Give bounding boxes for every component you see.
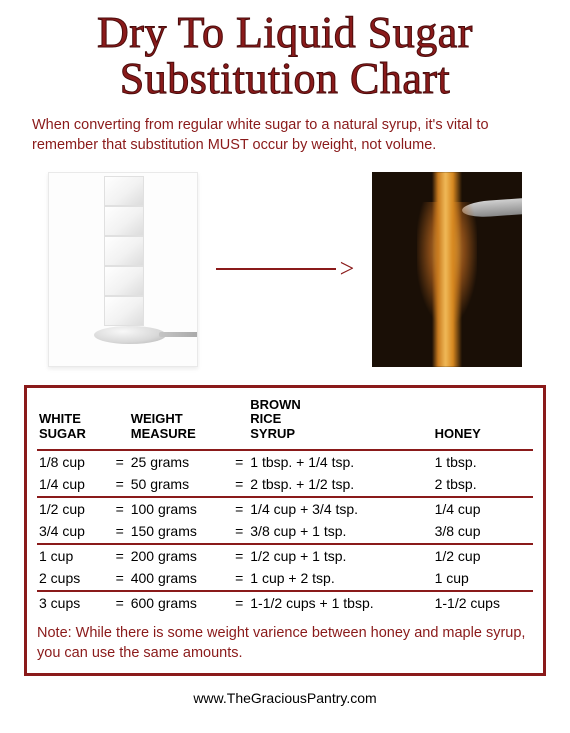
cell-white-sugar: 3/4 cup [37,520,111,542]
table-row: 1/2 cup=100 grams=1/4 cup + 3/4 tsp.1/4 … [37,497,533,520]
cell-brs: 1/4 cup + 3/4 tsp. [248,497,432,520]
cell-brs: 1/2 cup + 1 tsp. [248,544,432,567]
equals-sign: = [230,591,248,614]
equals-sign: = [230,567,248,589]
cell-honey: 2 tbsp. [433,473,533,495]
col-brown-rice-syrup: BROWNRICESYRUP [248,396,432,449]
conversion-table: WHITESUGAR WEIGHTMEASURE BROWNRICESYRUP … [37,396,533,615]
cell-white-sugar: 3 cups [37,591,111,614]
col-weight-measure: WEIGHTMEASURE [129,396,231,449]
equals-sign: = [111,520,129,542]
cell-weight: 100 grams [129,497,231,520]
equals-sign: = [230,497,248,520]
col-white-sugar: WHITESUGAR [37,396,111,449]
title-line-1: Dry To Liquid Sugar [97,8,473,57]
intro-text: When converting from regular white sugar… [32,116,538,155]
table-row: 3/4 cup=150 grams=3/8 cup + 1 tsp.3/8 cu… [37,520,533,542]
cell-brs: 1 tbsp. + 1/4 tsp. [248,450,432,473]
cell-honey: 1-1/2 cups [433,591,533,614]
table-row: 1/4 cup=50 grams=2 tbsp. + 1/2 tsp.2 tbs… [37,473,533,495]
equals-sign: = [230,544,248,567]
cell-brs: 1 cup + 2 tsp. [248,567,432,589]
sugar-cubes-image [48,172,198,367]
cell-weight: 150 grams [129,520,231,542]
cell-weight: 200 grams [129,544,231,567]
equals-sign: = [230,450,248,473]
table-row: 2 cups=400 grams=1 cup + 2 tsp.1 cup [37,567,533,589]
equals-sign: = [230,520,248,542]
table-header-row: WHITESUGAR WEIGHTMEASURE BROWNRICESYRUP … [37,396,533,449]
cell-weight: 400 grams [129,567,231,589]
cell-brs: 2 tbsp. + 1/2 tsp. [248,473,432,495]
equals-sign: = [111,450,129,473]
cell-white-sugar: 1 cup [37,544,111,567]
table-note: Note: While there is some weight varienc… [37,624,533,663]
equals-sign: = [111,591,129,614]
table-row: 1/8 cup=25 grams=1 tbsp. + 1/4 tsp.1 tbs… [37,450,533,473]
equals-sign: = [111,544,129,567]
equals-sign: = [111,473,129,495]
cell-honey: 1 cup [433,567,533,589]
cell-white-sugar: 1/2 cup [37,497,111,520]
cell-honey: 1 tbsp. [433,450,533,473]
table-row: 3 cups=600 grams=1-1/2 cups + 1 tbsp.1-1… [37,591,533,614]
equals-sign: = [230,473,248,495]
arrow: > [216,268,355,270]
equals-sign: = [111,567,129,589]
cell-weight: 600 grams [129,591,231,614]
cell-honey: 3/8 cup [433,520,533,542]
cell-weight: 25 grams [129,450,231,473]
page-title: Dry To Liquid Sugar Substitution Chart [22,10,548,102]
title-line-2: Substitution Chart [120,54,450,103]
cell-weight: 50 grams [129,473,231,495]
conversion-table-box: WHITESUGAR WEIGHTMEASURE BROWNRICESYRUP … [24,385,546,677]
cell-honey: 1/2 cup [433,544,533,567]
col-honey: HONEY [433,396,533,449]
cell-honey: 1/4 cup [433,497,533,520]
cell-white-sugar: 1/4 cup [37,473,111,495]
table-body: 1/8 cup=25 grams=1 tbsp. + 1/4 tsp.1 tbs… [37,448,533,614]
cell-brs: 1-1/2 cups + 1 tbsp. [248,591,432,614]
arrow-line [216,268,336,270]
honey-image [372,172,522,367]
cell-brs: 3/8 cup + 1 tsp. [248,520,432,542]
images-row: > [22,172,548,367]
footer-url: www.TheGraciousPantry.com [22,690,548,706]
cell-white-sugar: 1/8 cup [37,450,111,473]
table-row: 1 cup=200 grams=1/2 cup + 1 tsp.1/2 cup [37,544,533,567]
equals-sign: = [111,497,129,520]
cell-white-sugar: 2 cups [37,567,111,589]
